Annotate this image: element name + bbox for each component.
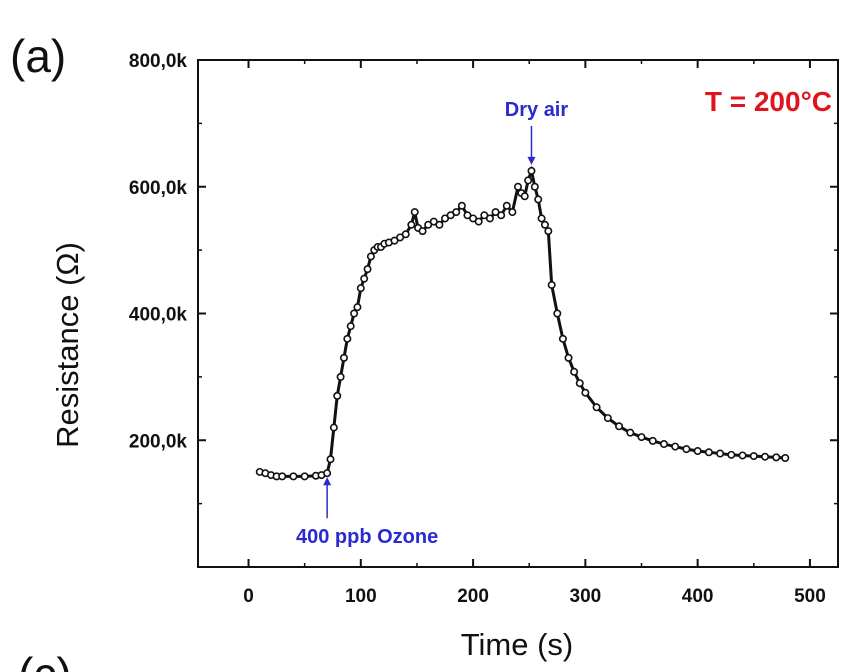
data-point (366, 252, 375, 261)
data-point (339, 353, 348, 362)
data-point (603, 414, 612, 423)
data-point (716, 449, 725, 458)
data-point (289, 472, 298, 481)
data-point (418, 227, 427, 236)
data-point (360, 274, 369, 283)
y-tick-label: 400,0k (129, 305, 188, 326)
data-point (570, 367, 579, 376)
data-point (353, 303, 362, 312)
plot-frame (197, 59, 839, 568)
data-point (401, 230, 410, 239)
data-point (323, 469, 332, 478)
y-axis-ticks (198, 59, 838, 505)
data-point (326, 455, 335, 464)
data-point (513, 182, 522, 191)
data-point (615, 422, 624, 431)
data-point (300, 472, 309, 481)
x-tick-label: 500 (794, 586, 826, 607)
ozone-arrow-head (323, 477, 332, 486)
data-point (502, 201, 511, 210)
data-point (772, 453, 781, 462)
dry-air-arrow-head (527, 156, 536, 165)
data-point (581, 388, 590, 397)
data-point (693, 447, 702, 456)
data-point (781, 453, 790, 462)
data-point (564, 353, 573, 362)
data-point (457, 201, 466, 210)
data-point (547, 280, 556, 289)
x-tick-label: 300 (570, 586, 602, 607)
y-axis-title: Resistance (Ω) (50, 242, 85, 448)
y-tick-label: 200,0k (129, 431, 188, 452)
data-point (761, 452, 770, 461)
data-point (659, 440, 668, 449)
data-point (333, 391, 342, 400)
annotations: Dry air 400 ppb Ozone T = 200°C (296, 86, 832, 548)
x-tick-label: 100 (345, 586, 377, 607)
data-point (704, 448, 713, 457)
data-point (537, 214, 546, 223)
data-point (637, 433, 646, 442)
data-point (346, 322, 355, 331)
data-point (671, 442, 680, 451)
series-trace (259, 165, 786, 478)
ozone-label: 400 ppb Ozone (296, 526, 438, 548)
data-point (485, 214, 494, 223)
data-point (648, 436, 657, 445)
data-point (410, 208, 419, 217)
x-tick-label: 200 (457, 586, 489, 607)
data-point (407, 220, 416, 229)
data-point (278, 472, 287, 481)
data-point (343, 334, 352, 343)
data-point (350, 309, 359, 318)
x-axis-title: Time (s) (461, 627, 574, 662)
data-point (474, 217, 483, 226)
y-tick-label: 600,0k (129, 178, 188, 199)
data-point (558, 334, 567, 343)
data-point (356, 284, 365, 293)
data-point (329, 423, 338, 432)
next-panel-label: (c) (18, 648, 72, 672)
data-point (534, 195, 543, 204)
x-tick-label: 400 (682, 586, 714, 607)
x-tick-label: 0 (243, 586, 254, 607)
data-point (738, 451, 747, 460)
data-point (626, 428, 635, 437)
data-point (727, 450, 736, 459)
data-point (682, 445, 691, 454)
x-axis-ticks (247, 60, 811, 567)
data-point (520, 192, 529, 201)
data-point (540, 220, 549, 229)
data-point (530, 182, 539, 191)
data-point (452, 208, 461, 217)
panel-label: (a) (10, 30, 66, 82)
dry-air-label: Dry air (505, 99, 569, 121)
data-point (527, 166, 536, 175)
data-point (435, 220, 444, 229)
data-point (749, 452, 758, 461)
data-point (336, 372, 345, 381)
data-point (592, 403, 601, 412)
x-axis-tick-labels: 0 100 200 300 400 500 (243, 586, 826, 607)
y-axis-tick-labels: 200,0k 400,0k 600,0k 800,0k (129, 51, 188, 452)
temperature-label: T = 200°C (705, 86, 832, 117)
data-point (508, 208, 517, 217)
data-point (575, 379, 584, 388)
data-point (497, 211, 506, 220)
data-series (255, 165, 790, 481)
data-point (553, 309, 562, 318)
y-tick-label: 800,0k (129, 51, 188, 72)
data-point (363, 265, 372, 274)
data-point (524, 176, 533, 185)
data-point (544, 227, 553, 236)
